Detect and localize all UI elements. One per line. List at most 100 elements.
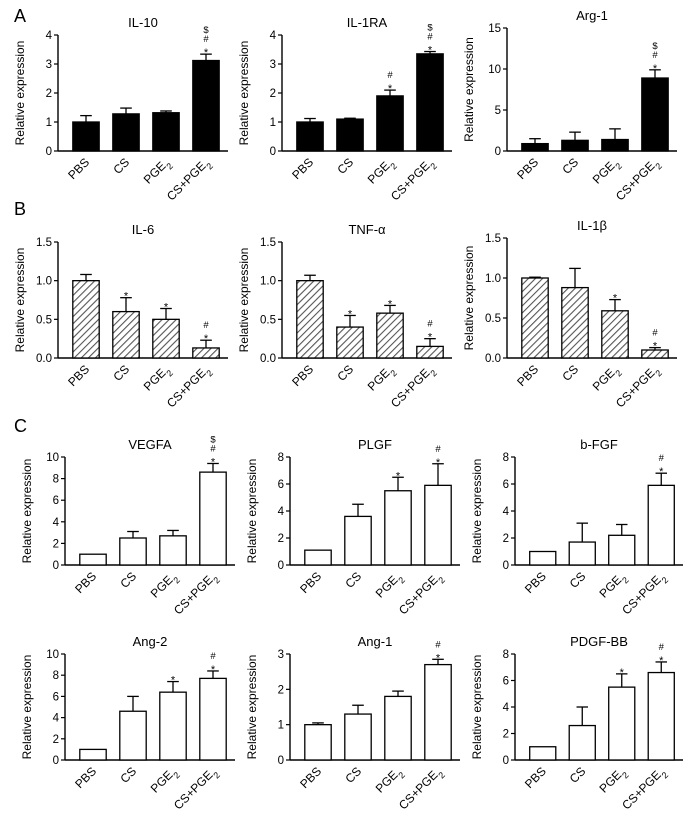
y-tick-label-ang-2-2: 4 [53,713,60,725]
x-tick-label-plgf-pge2: PGE2 [373,569,407,603]
sig-mark-pdgf-bb-pge2-0: * [620,667,625,679]
chart-pdgf-bb: PDGF-BB Relative expression 0 2 4 6 8 PBS CS * PGE… [470,634,683,812]
y-axis-label-il-1: Relative expression [462,246,476,351]
y-tick-label-pdgf-bb-2: 4 [503,702,510,714]
y-tick-label-ang-2-3: 6 [53,691,59,703]
y-tick-label-tnf-0: 0.0 [260,353,276,365]
x-tick-label-il-1ra-pbs: PBS [289,155,316,182]
sig-mark-tnf-cs-pge2-0: * [428,332,433,344]
y-tick-label-b-fgf-1: 2 [503,533,509,545]
bar-b-fgf-cs-pge2 [647,484,675,566]
x-tick-label-il-10-pge2: PGE2 [141,155,175,189]
x-tick-label-vegfa-pbs: PBS [72,569,99,596]
bar-il-6-pbs [72,280,100,359]
x-tick-label-ang-2-pge2: PGE2 [148,764,182,798]
bar-il-10-pbs [72,121,100,152]
chart-vegfa: C VEGFA Relative expression 0 2 4 6 8 10 PBS CS PGE… [14,416,235,617]
x-tick-label-il-6-cs: CS [110,362,132,384]
x-tick-label-il-1ra-cs: CS [334,155,356,177]
x-tick-label-tnf-pge2: PGE2 [365,362,399,396]
y-tick-label-vegfa-4: 8 [53,474,59,486]
chart-title-plgf: PLGF [358,437,392,452]
y-tick-label-tnf-3: 1.5 [260,237,276,249]
y-tick-label-il-10-2: 2 [46,88,52,100]
x-tick-label-il-1-pbs: PBS [514,362,541,389]
bar-vegfa-pge2 [159,535,187,566]
y-tick-label-il-6-3: 1.5 [36,237,52,249]
sig-mark-vegfa-cs-pge2-1: # [210,443,216,454]
y-tick-label-il-6-1: 0.5 [36,314,52,326]
chart-title-pdgf-bb: PDGF-BB [570,634,628,649]
sig-mark-il-6-cs-0: * [124,291,129,303]
y-tick-label-arg-1-1: 5 [495,105,501,117]
chart-ang-2: Ang-2 Relative expression 0 2 4 6 8 10 PBS CS * PGE… [20,634,235,812]
panel-label-c: C [14,416,27,436]
chart-title-vegfa: VEGFA [128,437,172,452]
chart-title-ang-1: Ang-1 [358,634,393,649]
y-tick-label-il-1-3: 1.5 [485,233,501,245]
sig-mark-il-6-cs-pge2-0: * [204,333,209,345]
y-tick-label-b-fgf-4: 8 [503,452,509,464]
y-axis-label-ang-1: Relative expression [245,655,259,760]
y-tick-label-ang-1-1: 1 [278,720,284,732]
x-tick-label-pdgf-bb-cs: CS [567,764,589,786]
sig-mark-il-1-cs-pge2-0: * [653,341,658,353]
y-tick-label-b-fgf-0: 0 [503,560,509,572]
bar-plgf-cs-pge2 [424,484,452,566]
chart-title-il-1: IL-1β [577,218,607,233]
sig-mark-arg-1-cs-pge2-0: * [653,63,658,75]
y-tick-label-plgf-3: 6 [278,479,284,491]
x-tick-label-pdgf-bb-pge2: PGE2 [597,764,631,798]
x-tick-label-arg-1-cs: CS [559,155,581,177]
sig-mark-ang-1-cs-pge2-0: * [436,652,441,664]
y-axis-label-tnf: Relative expression [237,248,251,353]
x-tick-label-ang-1-cs: CS [342,764,364,786]
sig-mark-tnf-pge2-0: * [388,298,393,310]
y-tick-label-il-1ra-3: 3 [270,59,276,71]
y-tick-label-ang-2-0: 0 [53,755,59,767]
x-tick-label-ang-2-pbs: PBS [72,764,99,791]
y-tick-label-pdgf-bb-3: 6 [503,676,509,688]
chart-title-il-6: IL-6 [132,222,154,237]
x-tick-label-b-fgf-cs-pge2: CS+PGE2 [619,569,670,620]
x-tick-label-ang-2-cs: CS [117,764,139,786]
y-tick-label-il-1ra-2: 2 [270,88,276,100]
sig-mark-pdgf-bb-cs-pge2-1: # [659,642,665,653]
sig-mark-arg-1-cs-pge2-2: $ [652,41,658,52]
bar-il-1-pbs [521,277,549,359]
y-tick-label-arg-1-0: 0 [495,146,501,158]
bar-pdgf-bb-pge2 [608,686,636,761]
sig-mark-b-fgf-cs-pge2-1: # [659,453,665,464]
bar-pdgf-bb-cs [568,724,596,761]
chart-b-fgf: b-FGF Relative expression 0 2 4 6 8 PBS CS PGE2 * #… [470,437,683,620]
plots-layer: A IL-10 Relative expression 0 1 2 3 4 PBS CS PGE2 *… [13,6,683,812]
y-tick-label-il-1ra-0: 0 [270,146,276,158]
bar-plgf-cs [344,515,372,566]
bar-ang-2-cs-pge2 [199,677,227,761]
chart-plgf: PLGF Relative expression 0 2 4 6 8 PBS CS * PGE2 * #… [245,437,460,617]
chart-il-1: IL-1β Relative expression 0.0 0.5 1.0 1.5 PBS C… [462,218,677,410]
x-tick-label-ang-1-pge2: PGE2 [373,764,407,798]
chart-title-b-fgf: b-FGF [580,437,618,452]
y-tick-label-tnf-2: 1.0 [260,276,276,288]
x-tick-label-arg-1-cs-pge2: CS+PGE2 [613,155,664,206]
sig-mark-tnf-cs-0: * [348,308,353,320]
sig-mark-il-6-pge2-0: * [164,302,169,314]
y-tick-label-il-1-1: 0.5 [485,313,501,325]
bar-b-fgf-cs [568,541,596,566]
y-tick-label-arg-1-2: 10 [488,64,501,76]
bar-ang-1-cs [344,713,372,761]
chart-tnf: TNF-α Relative expression 0.0 0.5 1.0 1.5 PBS *… [237,222,452,410]
y-axis-label-il-6: Relative expression [13,248,27,353]
x-tick-label-il-10-cs: CS [110,155,132,177]
sig-mark-plgf-cs-pge2-1: # [435,444,441,455]
bar-ang-1-pbs [304,724,332,761]
sig-mark-ang-2-cs-pge2-1: # [210,651,216,662]
panel-label-b: B [14,199,26,219]
chart-title-tnf: TNF-α [348,222,386,237]
x-tick-label-il-1-cs: CS [559,362,581,384]
sig-mark-ang-2-pge2-0: * [171,675,176,687]
bar-b-fgf-pbs [529,550,557,566]
bar-b-fgf-pge2 [608,534,636,566]
